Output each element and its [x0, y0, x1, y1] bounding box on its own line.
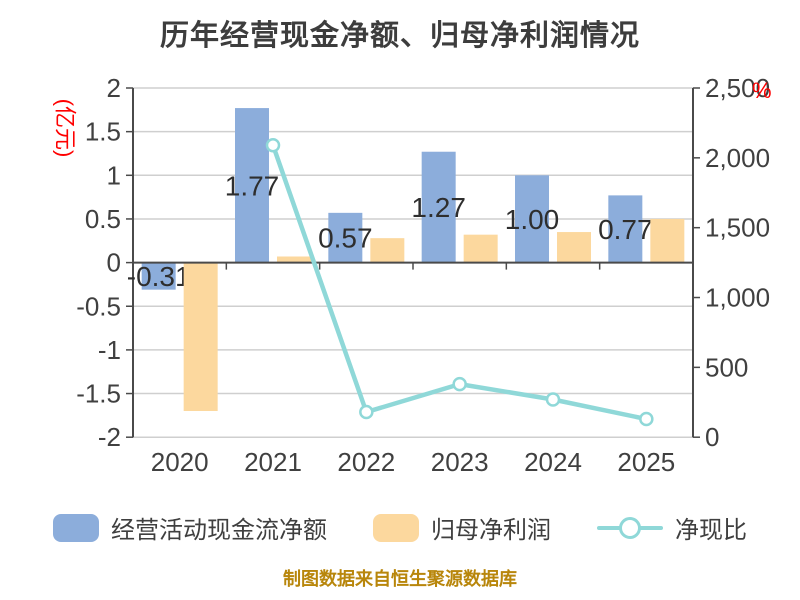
net-cash-ratio-point	[639, 411, 654, 427]
bar-net-profit-2020	[183, 262, 218, 412]
net-cash-ratio-point	[359, 404, 374, 420]
left-axis-tick-label: -1.5	[76, 379, 121, 409]
legend-line-dot	[619, 516, 641, 539]
right-axis-tick-label: 1,500	[705, 213, 770, 243]
net-cash-ratio-point	[545, 392, 561, 407]
left-axis-unit-label: (亿元)	[52, 98, 78, 158]
right-axis-tick-label: 1,000	[705, 283, 770, 313]
bar-value-label-2023: 1.27	[411, 192, 466, 223]
legend-label-net-cash-ratio: 净现比	[675, 517, 747, 544]
legend-line-marker-icon	[597, 514, 663, 542]
x-axis-label-2023: 2023	[431, 447, 489, 477]
left-axis-tick-label: 1.5	[85, 117, 121, 147]
x-axis-label-2021: 2021	[244, 447, 302, 477]
left-axis-tick-label: -1	[98, 335, 121, 365]
bar-value-label-2025: 0.77	[598, 214, 653, 245]
bar-value-label-2020: -0.31	[127, 261, 191, 292]
x-axis-label-2025: 2025	[617, 447, 675, 477]
legend-swatch-operating-cash	[53, 513, 99, 542]
left-axis-tick-label: 0	[107, 248, 121, 278]
legend-swatch-net-profit	[373, 513, 419, 542]
bar-net-profit-2021	[277, 256, 311, 263]
bar-operating-cash-2022	[328, 212, 363, 263]
bar-operating-cash-2024	[515, 175, 549, 263]
right-axis-tick-label: 0	[705, 422, 719, 452]
legend-label-net-profit: 归母净利润	[431, 517, 551, 544]
bar-net-profit-2023	[463, 234, 498, 263]
net-cash-ratio-point	[265, 138, 281, 153]
bar-net-profit-2024	[557, 232, 591, 263]
right-axis-tick-label: 2,000	[705, 143, 770, 173]
right-axis-tick-label: 2,500	[705, 73, 770, 103]
bar-operating-cash-2023	[421, 151, 456, 263]
legend-item-net-profit: 归母净利润	[373, 510, 551, 545]
legend: 经营活动现金流净额 归母净利润 净现比	[0, 510, 800, 545]
right-axis-tick-label: 500	[705, 352, 748, 382]
bar-operating-cash-2021	[235, 108, 269, 263]
left-axis-tick-label: 2	[107, 73, 121, 103]
bar-value-label-2022: 0.57	[318, 223, 373, 254]
data-source-note: 制图数据来自恒生聚源数据库	[283, 569, 517, 589]
chart-title: 历年经营现金净额、归母净利润情况	[159, 20, 640, 52]
bar-net-profit-2025	[650, 218, 685, 263]
bar-operating-cash-2025	[608, 195, 643, 263]
legend-item-net-cash-ratio: 净现比	[597, 510, 747, 545]
legend-label-operating-cash: 经营活动现金流净额	[111, 517, 327, 544]
left-axis-tick-label: -0.5	[76, 291, 121, 321]
left-axis-tick-label: 0.5	[85, 204, 121, 234]
bar-net-profit-2022	[370, 238, 405, 263]
left-axis-tick-label: 1	[107, 160, 121, 190]
x-axis-label-2024: 2024	[524, 447, 582, 477]
bar-value-label-2021: 1.77	[225, 170, 280, 201]
x-axis-label-2020: 2020	[151, 447, 209, 477]
legend-item-operating-cash: 经营活动现金流净额	[53, 510, 327, 545]
x-axis-label-2022: 2022	[337, 447, 395, 477]
bar-value-label-2024: 1.00	[505, 204, 560, 235]
net-cash-ratio-point	[452, 376, 467, 392]
right-axis-unit-label: %	[752, 78, 772, 103]
left-axis-tick-label: -2	[98, 422, 121, 452]
bar-operating-cash-2020	[141, 262, 176, 290]
